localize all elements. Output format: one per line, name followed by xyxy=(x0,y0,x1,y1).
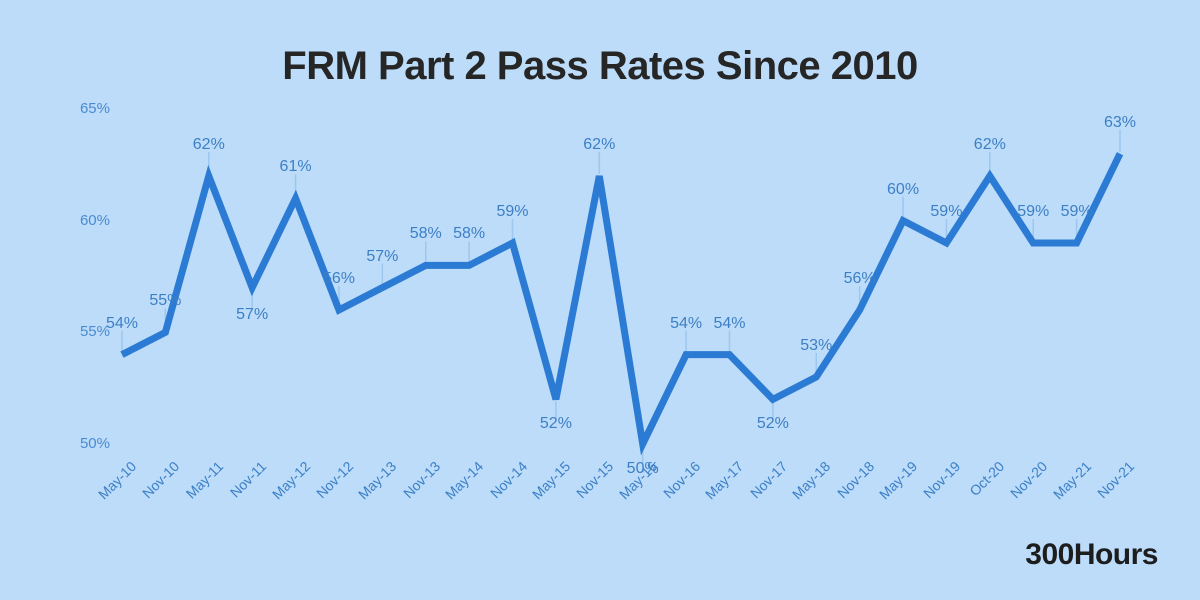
data-point-label: 52% xyxy=(756,415,789,433)
data-point-label: 58% xyxy=(409,225,442,243)
y-axis-tick-label: 60% xyxy=(79,211,110,229)
data-point-label: 59% xyxy=(930,203,963,220)
data-point-label: 54% xyxy=(105,314,139,332)
data-point-label: 56% xyxy=(322,270,355,287)
data-point-label: 59% xyxy=(1017,203,1050,220)
data-point-label: 54% xyxy=(713,314,746,332)
chart-title: FRM Part 2 Pass Rates Since 2010 xyxy=(282,44,918,88)
data-point-label: 63% xyxy=(1103,113,1137,131)
data-point-label: 57% xyxy=(366,247,399,265)
data-point-label: 62% xyxy=(973,136,1006,153)
data-point-label: 55% xyxy=(149,292,182,310)
pass-rate-line-series xyxy=(120,152,1124,456)
data-point-label: 57% xyxy=(236,305,269,323)
brand-logo: 300Hours xyxy=(1025,538,1158,571)
data-point-label: 50% xyxy=(626,460,659,477)
data-point-label: 62% xyxy=(192,136,225,153)
y-axis-tick-label: 55% xyxy=(79,323,110,341)
data-point-label: 52% xyxy=(539,415,572,433)
data-point-label: 59% xyxy=(496,203,529,220)
y-axis-tick-label: 50% xyxy=(79,435,110,452)
data-point-label: 61% xyxy=(279,158,312,176)
data-point-label: 58% xyxy=(453,225,486,243)
y-axis-tick-label: 65% xyxy=(79,100,110,117)
data-point-label: 53% xyxy=(800,337,833,354)
data-point-label: 54% xyxy=(670,314,703,332)
data-point-label: 59% xyxy=(1060,203,1093,220)
data-point-label: 62% xyxy=(583,136,616,153)
data-point-label: 60% xyxy=(887,180,920,198)
data-point-label: 56% xyxy=(843,270,876,287)
